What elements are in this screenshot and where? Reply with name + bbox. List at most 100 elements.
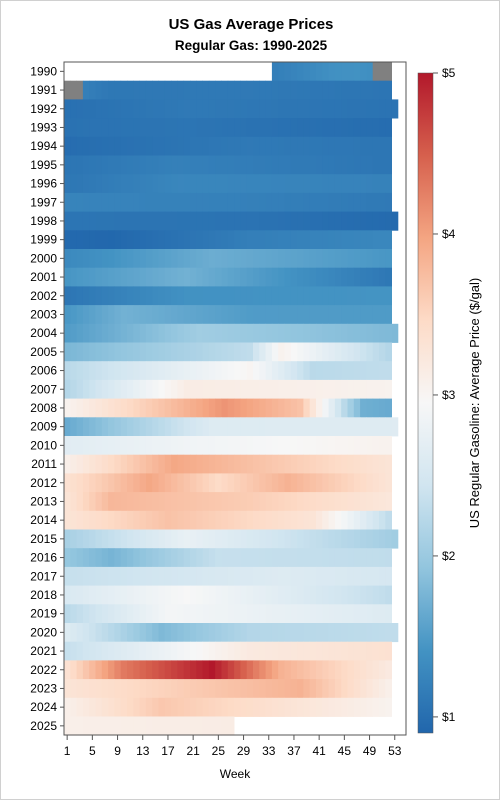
heatmap-cell [164,155,172,175]
heatmap-cell [297,398,304,418]
heatmap-cell [341,473,348,493]
heatmap-cell [139,548,147,568]
heatmap-cell [108,548,115,568]
heatmap-cell [202,80,210,100]
heatmap-cell [341,323,348,343]
heatmap-cell [227,585,235,605]
heatmap-cell [353,211,361,231]
heatmap-cell [227,118,235,138]
heatmap-cell [208,660,216,680]
heatmap-cell [139,641,147,661]
heatmap-cell [246,249,254,269]
heatmap-cell [133,249,140,269]
heatmap-cell [152,697,159,717]
heatmap-cell [360,267,367,287]
heatmap-cell [372,211,380,231]
heatmap-cell [347,155,355,175]
heatmap-cell [347,323,355,343]
heatmap-cell [152,585,159,605]
heatmap-cell [290,585,298,605]
heatmap-cell [171,192,178,212]
heatmap-cell [253,398,260,418]
heatmap-cell [366,136,374,156]
heatmap-cell [89,230,96,250]
heatmap-cell [196,566,203,586]
heatmap-cell [133,697,140,717]
heatmap-cell [177,660,185,680]
heatmap-cell [158,80,166,100]
heatmap-cell [183,473,191,493]
heatmap-cell [265,99,273,119]
heatmap-cell [303,361,311,381]
heatmap-cell [234,510,241,530]
heatmap-cell [309,361,317,381]
heatmap-cell [82,398,90,418]
heatmap-cell [360,118,367,138]
heatmap-cell [152,716,159,736]
heatmap-cell [114,192,122,212]
heatmap-cell [278,155,285,175]
heatmap-cell [278,417,285,437]
heatmap-cell [208,249,216,269]
heatmap-cell [372,492,380,512]
heatmap-cell [183,267,191,287]
heatmap-cell [95,192,103,212]
heatmap-cell [76,342,84,362]
heatmap-cell [278,679,285,699]
heatmap-cell [101,716,109,736]
heatmap-cell [309,249,317,269]
heatmap-cell [253,641,260,661]
heatmap-cell [190,548,197,568]
heatmap-cell [177,585,185,605]
heatmap-cell [164,548,172,568]
heatmap-cell [70,454,77,474]
heatmap-cell [303,155,311,175]
heatmap-cell [177,211,185,231]
heatmap-cell [145,510,153,530]
heatmap-cell [278,192,285,212]
heatmap-cell [208,230,216,250]
heatmap-cell [177,510,185,530]
heatmap-cell [265,80,273,100]
heatmap-cell [246,417,254,437]
heatmap-cell [278,136,285,156]
heatmap-cell [303,604,311,624]
heatmap-cell [240,192,248,212]
heatmap-cell [215,99,222,119]
heatmap-cell [76,155,84,175]
heatmap-cell [139,286,147,306]
heatmap-cell [334,585,342,605]
heatmap-cell [259,641,266,661]
heatmap-cell [234,697,241,717]
heatmap-cell [127,623,134,643]
heatmap-cell [145,267,153,287]
heatmap-cell [303,62,311,82]
heatmap-cell [183,230,191,250]
heatmap-cell [322,679,329,699]
heatmap-cell [240,679,248,699]
heatmap-cell [133,604,140,624]
heatmap-cell [183,398,191,418]
heatmap-cell [347,286,355,306]
heatmap-cell [265,323,273,343]
heatmap-cell [265,267,273,287]
heatmap-cell [265,454,273,474]
heatmap-cell [234,323,241,343]
heatmap-cell [246,398,254,418]
heatmap-cell [101,529,109,549]
heatmap-cell [353,454,361,474]
heatmap-cell [152,192,159,212]
heatmap-cell [253,267,260,287]
heatmap-cell [309,323,317,343]
heatmap-cell [240,80,248,100]
heatmap-cell [171,454,178,474]
heatmap-cell [278,492,285,512]
heatmap-cell [341,136,348,156]
heatmap-cell [334,62,342,82]
heatmap-cell [82,305,90,325]
heatmap-cell [133,211,140,231]
heatmap-cell [202,192,210,212]
heatmap-cell [82,623,90,643]
heatmap-cell [114,585,122,605]
heatmap-cell [347,566,355,586]
